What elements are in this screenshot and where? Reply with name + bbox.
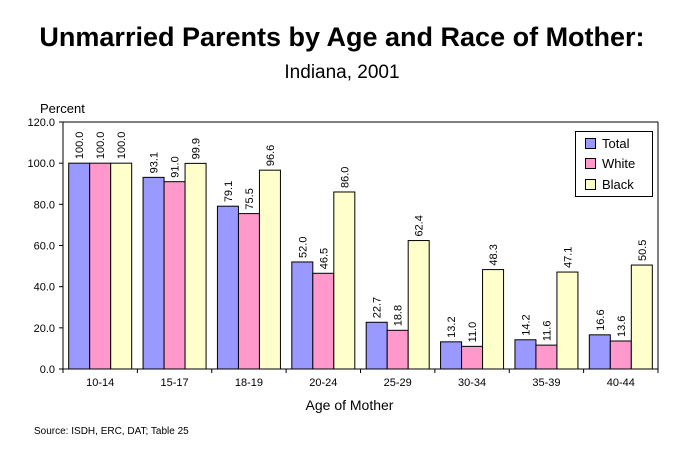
y-axis-label: Percent bbox=[40, 101, 85, 116]
bar-white-30-34 bbox=[461, 345, 484, 370]
bar-black-15-17 bbox=[184, 162, 207, 370]
bar-total-25-29 bbox=[365, 321, 388, 370]
bar-total-18-19 bbox=[216, 205, 239, 370]
bar-white-18-19 bbox=[237, 213, 260, 370]
bar-total-15-17 bbox=[142, 176, 165, 370]
bar-black-30-34 bbox=[482, 269, 505, 370]
data-label: 79.1 bbox=[223, 181, 235, 202]
data-label: 14.2 bbox=[520, 314, 532, 335]
bar-black-18-19 bbox=[258, 169, 281, 370]
data-label: 11.6 bbox=[541, 321, 553, 342]
bar-white-15-17 bbox=[163, 181, 186, 370]
legend-swatch bbox=[585, 157, 596, 169]
bar-black-25-29 bbox=[407, 240, 430, 370]
x-tick-label: 40-44 bbox=[607, 377, 635, 389]
legend-item-black: Black bbox=[585, 176, 634, 192]
y-tick-label: 60.0 bbox=[34, 241, 55, 253]
chart-title: Unmarried Parents by Age and Race of Mot… bbox=[39, 22, 645, 52]
y-tick-label: 20.0 bbox=[34, 323, 55, 335]
x-tick-label: 18-19 bbox=[235, 377, 263, 389]
legend-swatch bbox=[585, 137, 596, 149]
y-tick-label: 80.0 bbox=[34, 199, 55, 211]
x-tick-label: 35-39 bbox=[532, 377, 560, 389]
data-label: 52.0 bbox=[297, 237, 309, 258]
data-label: 50.5 bbox=[637, 240, 649, 261]
x-axis-label: Age of Mother bbox=[305, 397, 394, 413]
bar-black-40-44 bbox=[630, 264, 653, 370]
x-tick-label: 25-29 bbox=[384, 377, 412, 389]
data-label: 93.1 bbox=[149, 152, 161, 173]
bar-white-35-39 bbox=[535, 344, 558, 370]
legend-item-white: White bbox=[585, 155, 635, 171]
bar-total-20-24 bbox=[291, 261, 314, 370]
data-label: 11.0 bbox=[467, 322, 479, 343]
data-label: 13.2 bbox=[446, 316, 458, 337]
data-label: 91.0 bbox=[170, 156, 182, 177]
bar-black-20-24 bbox=[333, 191, 356, 370]
data-label: 86.0 bbox=[339, 167, 351, 188]
legend-label: Total bbox=[602, 135, 630, 151]
bar-total-10-14 bbox=[68, 162, 91, 370]
data-label: 13.6 bbox=[616, 316, 628, 337]
data-label: 16.6 bbox=[595, 309, 607, 330]
data-label: 46.5 bbox=[318, 248, 330, 269]
bar-white-20-24 bbox=[312, 272, 335, 370]
x-tick-label: 20-24 bbox=[309, 377, 337, 389]
x-tick-label: 30-34 bbox=[458, 377, 486, 389]
data-label: 48.3 bbox=[488, 244, 500, 265]
bar-white-10-14 bbox=[89, 162, 112, 370]
data-label: 62.4 bbox=[414, 215, 426, 236]
data-label: 100.0 bbox=[116, 132, 128, 160]
data-label: 99.9 bbox=[191, 138, 203, 159]
data-label: 100.0 bbox=[95, 132, 107, 160]
x-tick-label: 10-14 bbox=[86, 377, 114, 389]
data-label: 47.1 bbox=[562, 247, 574, 268]
data-label: 96.6 bbox=[265, 145, 277, 166]
bar-total-30-34 bbox=[440, 341, 463, 370]
legend: Total White Black bbox=[575, 131, 653, 197]
data-label: 18.8 bbox=[393, 305, 405, 326]
source-note: Source: ISDH, ERC, DAT; Table 25 bbox=[34, 426, 189, 437]
data-label: 22.7 bbox=[372, 297, 384, 318]
bar-white-40-44 bbox=[609, 340, 632, 370]
legend-label: Black bbox=[602, 176, 634, 192]
y-tick-label: 0.0 bbox=[40, 364, 55, 376]
bar-total-40-44 bbox=[588, 334, 611, 370]
data-label: 75.5 bbox=[244, 188, 256, 209]
y-tick-label: 40.0 bbox=[34, 282, 55, 294]
bar-white-25-29 bbox=[386, 329, 409, 370]
y-tick-label: 120.0 bbox=[27, 117, 55, 129]
legend-item-total: Total bbox=[585, 135, 629, 151]
y-tick-label: 100.0 bbox=[27, 158, 55, 170]
legend-swatch bbox=[585, 178, 596, 190]
bar-black-10-14 bbox=[110, 162, 133, 370]
chart-subtitle: Indiana, 2001 bbox=[284, 62, 400, 83]
bar-black-35-39 bbox=[556, 271, 579, 370]
bar-total-35-39 bbox=[514, 339, 537, 370]
legend-label: White bbox=[602, 155, 636, 171]
x-tick-label: 15-17 bbox=[160, 377, 188, 389]
data-label: 100.0 bbox=[74, 132, 86, 160]
